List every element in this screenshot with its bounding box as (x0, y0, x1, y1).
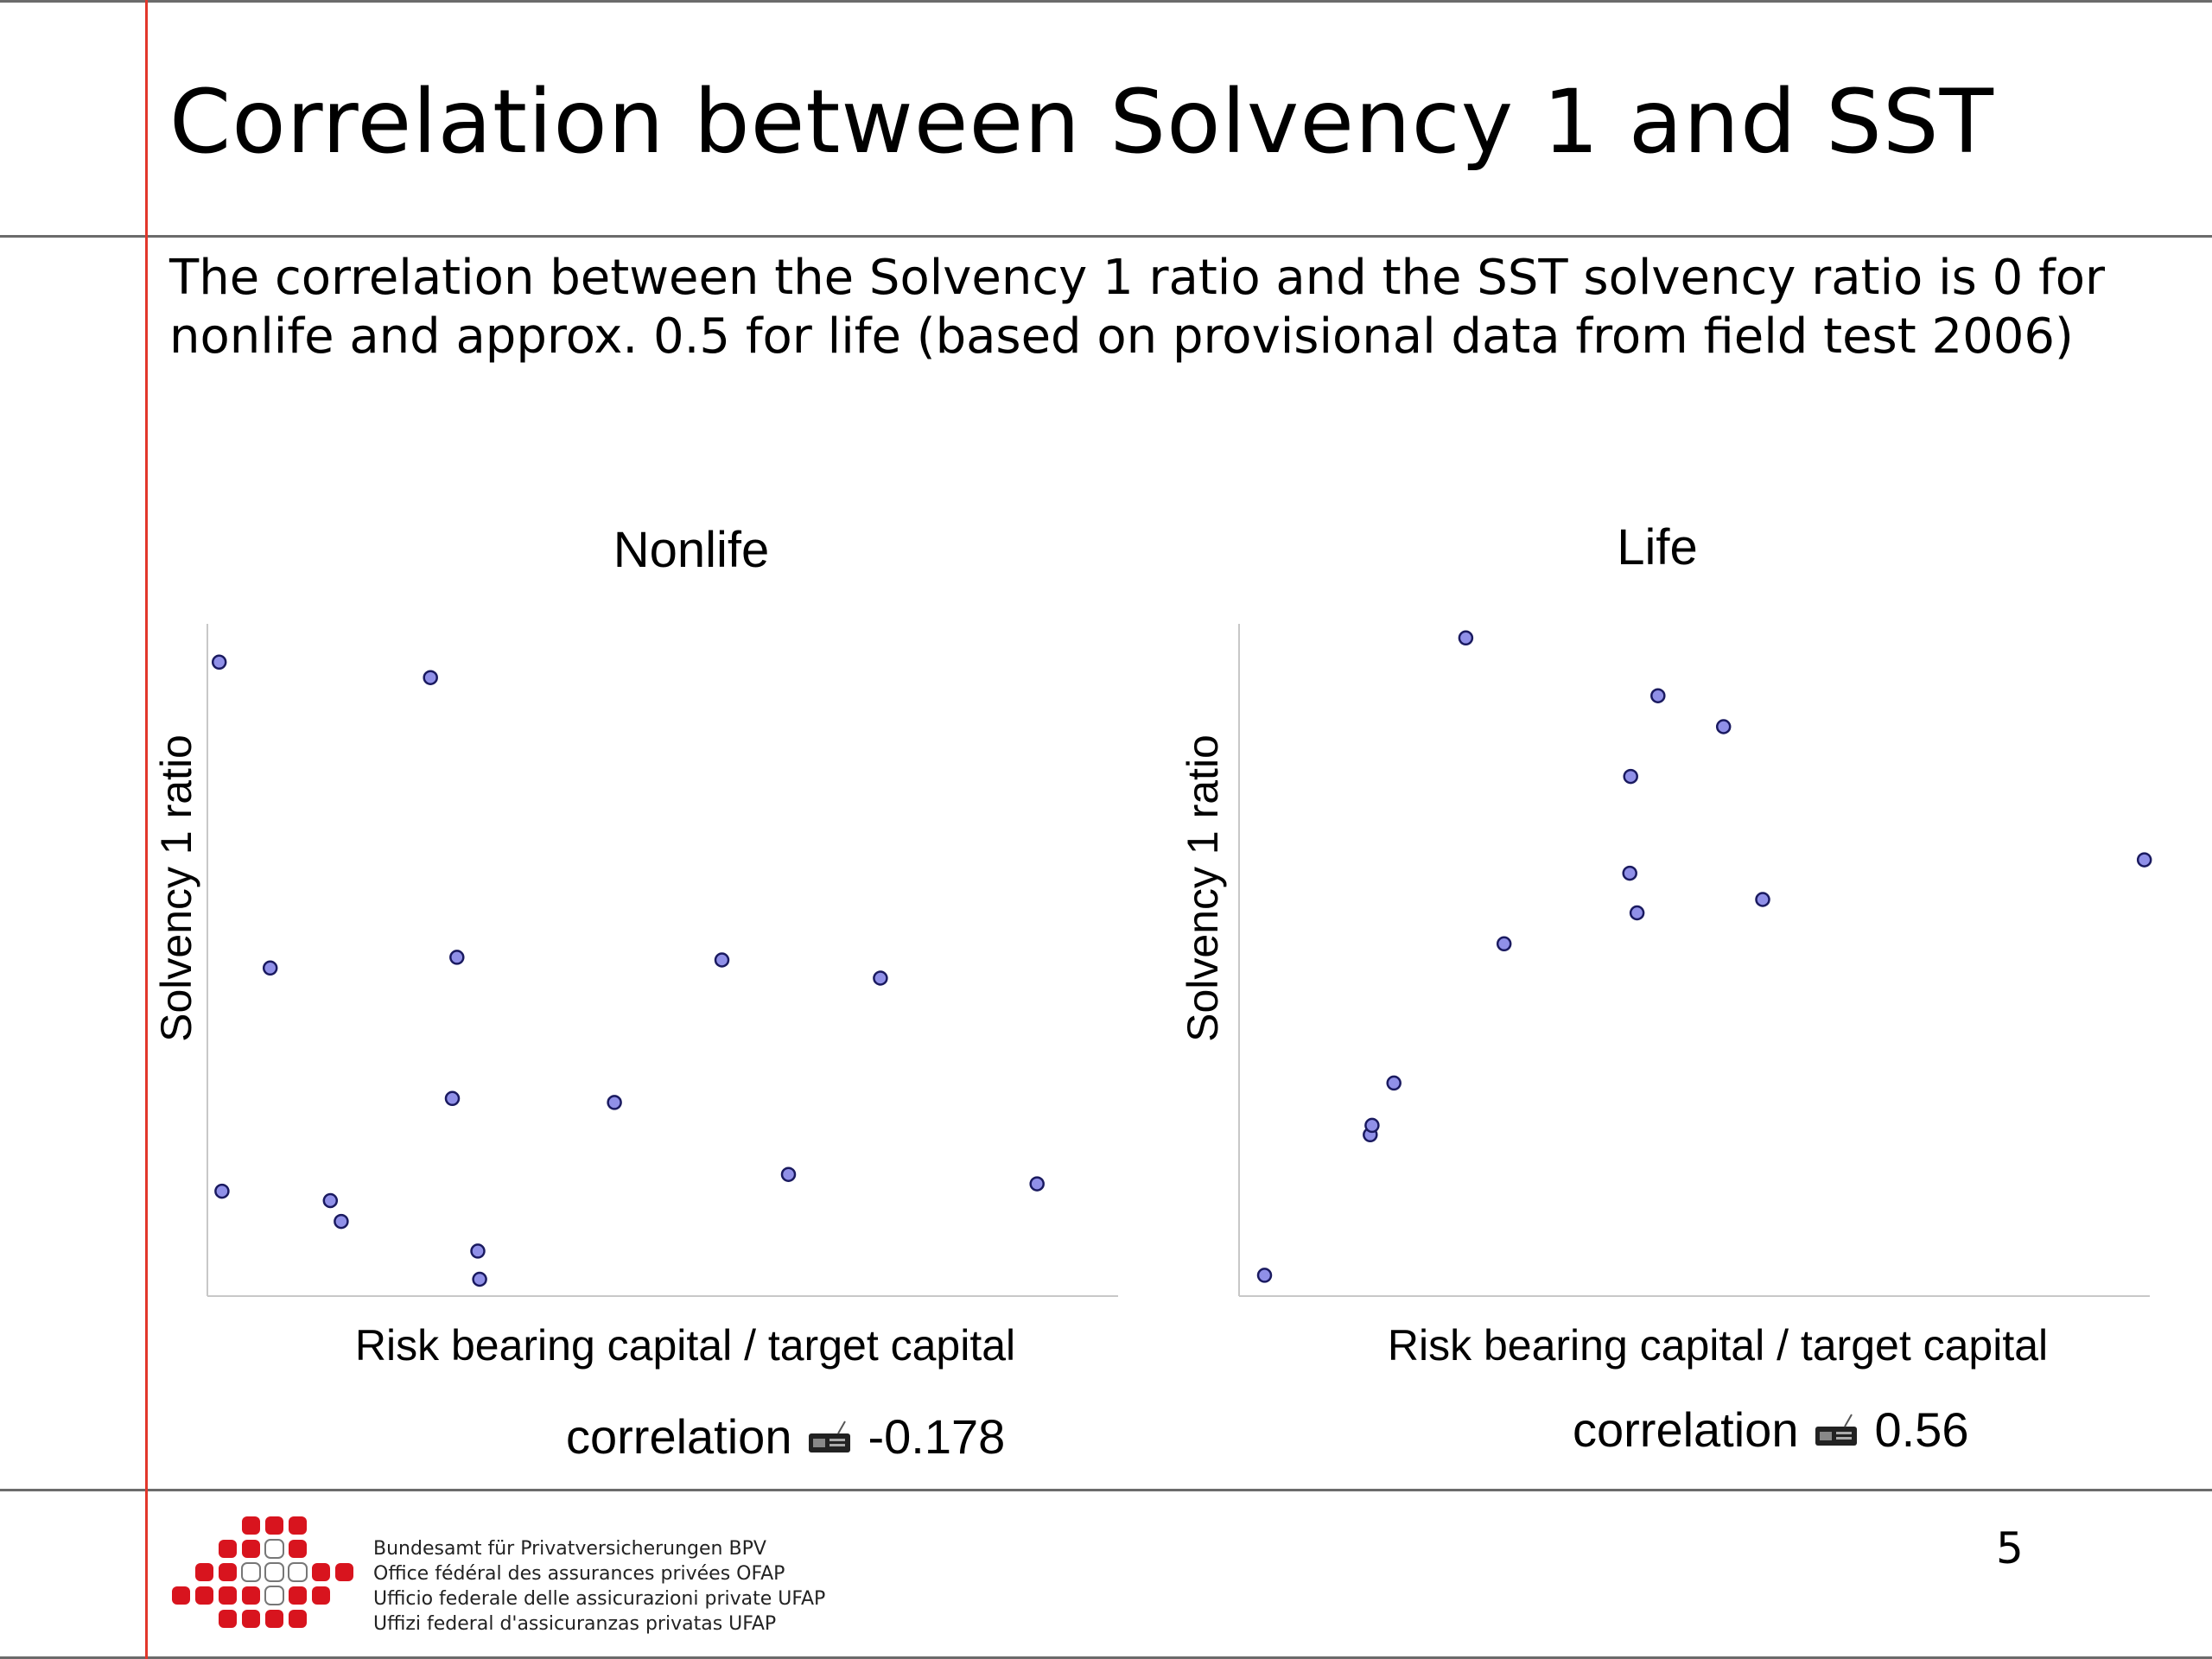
logo-cell (289, 1540, 307, 1558)
data-point (262, 960, 278, 976)
data-point (1496, 936, 1512, 952)
logo-cell (264, 1562, 284, 1582)
slide-title: Correlation between Solvency 1 and SST (169, 71, 1994, 174)
data-point (1650, 688, 1666, 703)
org-line-fr: Office fédéral des assurances privées OF… (373, 1563, 785, 1585)
data-point (1364, 1117, 1380, 1134)
logo-cell (289, 1610, 307, 1628)
page-number: 5 (1996, 1523, 2024, 1573)
data-point (214, 1183, 230, 1199)
chart-title-nonlife: Nonlife (613, 522, 770, 578)
chart-title-life: Life (1617, 519, 1698, 575)
data-point (449, 950, 465, 965)
logo-cell (219, 1540, 237, 1558)
bpv-logo (172, 1516, 353, 1628)
logo-cell (335, 1563, 353, 1581)
data-point (1622, 865, 1637, 881)
logo-cell (172, 1586, 190, 1605)
data-point (1256, 1268, 1273, 1283)
data-point (780, 1166, 797, 1182)
org-line-de: Bundesamt für Privatversicherungen BPV (373, 1538, 766, 1560)
data-point (211, 654, 227, 671)
slide-subtitle: The correlation between the Solvency 1 r… (169, 250, 2106, 365)
logo-cell (242, 1586, 260, 1605)
data-point (1715, 719, 1732, 734)
correlation-life: correlation 0.56 (1573, 1402, 1968, 1458)
data-point (1629, 905, 1645, 921)
data-point (607, 1095, 622, 1110)
radio-icon (809, 1421, 851, 1452)
correlation-value-nonlife: -0.178 (868, 1409, 1006, 1464)
top-rule (0, 0, 2212, 3)
logo-cell (219, 1586, 237, 1605)
logo-cell (219, 1610, 237, 1628)
footer-rule (0, 1489, 2212, 1491)
org-line-rm: Uffizi federal d'assicuranzas privatas U… (373, 1613, 777, 1635)
logo-cell (312, 1563, 330, 1581)
logo-cell (289, 1586, 307, 1605)
logo-cell (195, 1586, 213, 1605)
correlation-nonlife: correlation -0.178 (566, 1408, 1005, 1465)
logo-cell (242, 1610, 260, 1628)
data-point (470, 1243, 486, 1259)
data-point (2136, 852, 2152, 868)
logo-cell (195, 1563, 213, 1581)
data-point (873, 970, 888, 986)
logo-cell (288, 1562, 308, 1582)
correlation-label-life: correlation (1573, 1402, 1799, 1457)
org-line-it: Ufficio federale delle assicurazioni pri… (373, 1588, 826, 1610)
bottom-rule (0, 1656, 2212, 1659)
data-point (423, 670, 438, 685)
correlation-label-nonlife: correlation (566, 1409, 792, 1464)
radio-icon (1815, 1414, 1858, 1446)
data-point (322, 1192, 339, 1209)
organisation-names: Bundesamt für Privatversicherungen BPV O… (373, 1536, 825, 1637)
data-point (334, 1213, 349, 1230)
data-point (1458, 630, 1474, 646)
logo-cell (242, 1540, 260, 1558)
logo-cell (241, 1562, 261, 1582)
data-point (1755, 892, 1770, 907)
data-point (1623, 768, 1638, 785)
data-point (472, 1271, 487, 1287)
plot-area-nonlife (207, 624, 1118, 1297)
plot-area-life (1238, 624, 2152, 1297)
title-rule (0, 235, 2212, 238)
logo-cell (265, 1610, 283, 1628)
logo-cell (264, 1539, 284, 1559)
logo-cell (264, 1586, 284, 1605)
xlabel-nonlife: Risk bearing capital / target capital (354, 1321, 1016, 1370)
data-point (444, 1090, 461, 1107)
data-point (714, 952, 730, 968)
left-accent-line (145, 0, 148, 1659)
logo-cell (289, 1516, 307, 1535)
xlabel-life: Risk bearing capital / target capital (1387, 1321, 2049, 1370)
data-point (1386, 1075, 1402, 1091)
logo-cell (219, 1563, 237, 1581)
logo-cell (265, 1516, 283, 1535)
logo-cell (242, 1516, 260, 1535)
correlation-value-life: 0.56 (1874, 1402, 1969, 1457)
data-point (1029, 1176, 1045, 1192)
logo-cell (312, 1586, 330, 1605)
